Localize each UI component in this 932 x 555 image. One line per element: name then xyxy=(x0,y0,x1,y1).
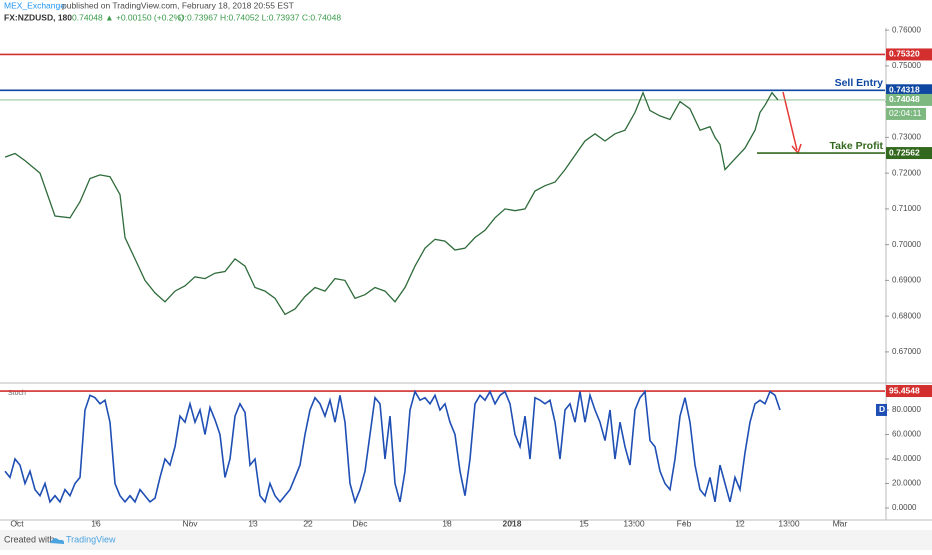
symbol: FX:NZDUSD, 180 xyxy=(4,12,72,22)
level-label: 95.4548 xyxy=(889,385,920,395)
footer-created: Created with xyxy=(4,534,55,544)
x-tick-label: 15 xyxy=(579,518,589,528)
author[interactable]: MEX_Exchange xyxy=(4,0,65,10)
x-tick-label: 16 xyxy=(91,518,101,528)
legend-label: D xyxy=(879,404,885,414)
countdown: 02:04:11 xyxy=(889,108,922,118)
pane-title: Stoch xyxy=(8,390,26,397)
arrow xyxy=(782,91,798,151)
countdown-box xyxy=(886,107,926,120)
level-label: 0.74048 xyxy=(889,94,920,104)
x-tick-label: 13:00 xyxy=(623,518,645,528)
y-tick-label: 0.70000 xyxy=(892,240,921,249)
footer-brand[interactable]: TradingView xyxy=(66,534,116,544)
x-tick-label: 13 xyxy=(248,518,258,528)
y-tick-label: 60.0000 xyxy=(892,430,921,439)
x-tick-label: Oct xyxy=(10,518,24,528)
level-name: Take Profit xyxy=(830,140,884,152)
x-tick-label: Feb xyxy=(677,518,692,528)
level-label-box xyxy=(886,147,932,160)
y-tick-label: 0.73000 xyxy=(892,133,921,142)
y-tick-label: 0.69000 xyxy=(892,276,921,285)
x-tick-label: Mar xyxy=(833,518,848,528)
y-tick-label: 80.0000 xyxy=(892,405,921,414)
y-tick-label: 20.0000 xyxy=(892,479,921,488)
series-line xyxy=(4,389,781,505)
level-label-box xyxy=(886,48,932,61)
y-tick-label: 40.0000 xyxy=(892,454,921,463)
y-tick-label: 0.0000 xyxy=(892,503,917,512)
y-tick-label: 0.76000 xyxy=(892,25,921,34)
x-tick-label: 12 xyxy=(735,518,745,528)
y-tick-label: 0.75000 xyxy=(892,61,921,70)
y-tick-label: 0.68000 xyxy=(892,311,921,320)
x-tick-label: Dec xyxy=(352,518,368,528)
level-label: 0.75320 xyxy=(889,49,920,59)
x-tick-label: Nov xyxy=(182,518,198,528)
level-label: 0.74318 xyxy=(889,85,920,95)
published: published on TradingView.com, February 1… xyxy=(62,0,294,10)
change: 0.74048 ▲ +0.00150 (+0.2%) xyxy=(72,12,184,22)
series-line xyxy=(4,90,779,316)
level-label-box xyxy=(886,84,932,97)
y-tick-label: 0.67000 xyxy=(892,347,921,356)
level-label-box xyxy=(886,385,932,398)
level-label: 0.72562 xyxy=(889,147,920,157)
y-tick-label: 0.71000 xyxy=(892,204,921,213)
legend-box[interactable] xyxy=(876,403,887,416)
x-tick-label: 13:00 xyxy=(778,518,800,528)
x-tick-label: 22 xyxy=(303,518,313,528)
x-tick-label: 2018 xyxy=(503,518,522,528)
level-name: Sell Entry xyxy=(835,77,884,89)
y-tick-label: 0.72000 xyxy=(892,168,921,177)
x-tick-label: 18 xyxy=(442,518,452,528)
level-label-box xyxy=(886,93,932,106)
tv-logo xyxy=(50,538,65,544)
footer-bar xyxy=(0,530,932,550)
ohlc: O:0.73967 H:0.74052 L:0.73937 C:0.74048 xyxy=(178,12,341,22)
